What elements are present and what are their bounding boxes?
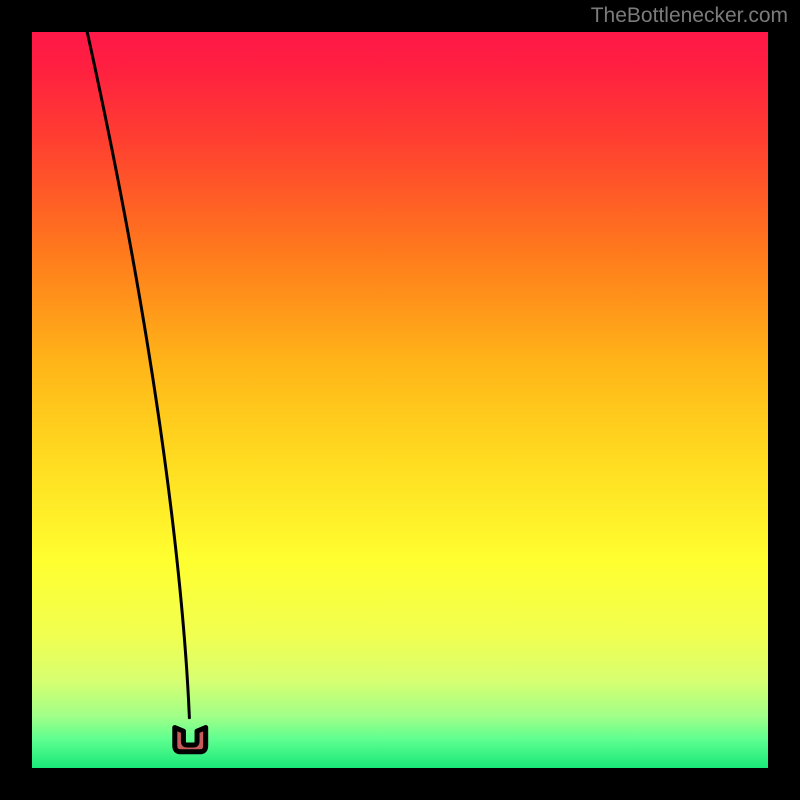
chart-stage: TheBottlenecker.com [0,0,800,800]
watermark-text: TheBottlenecker.com [591,4,788,28]
plot-background [32,32,768,768]
bottleneck-chart [0,0,800,800]
